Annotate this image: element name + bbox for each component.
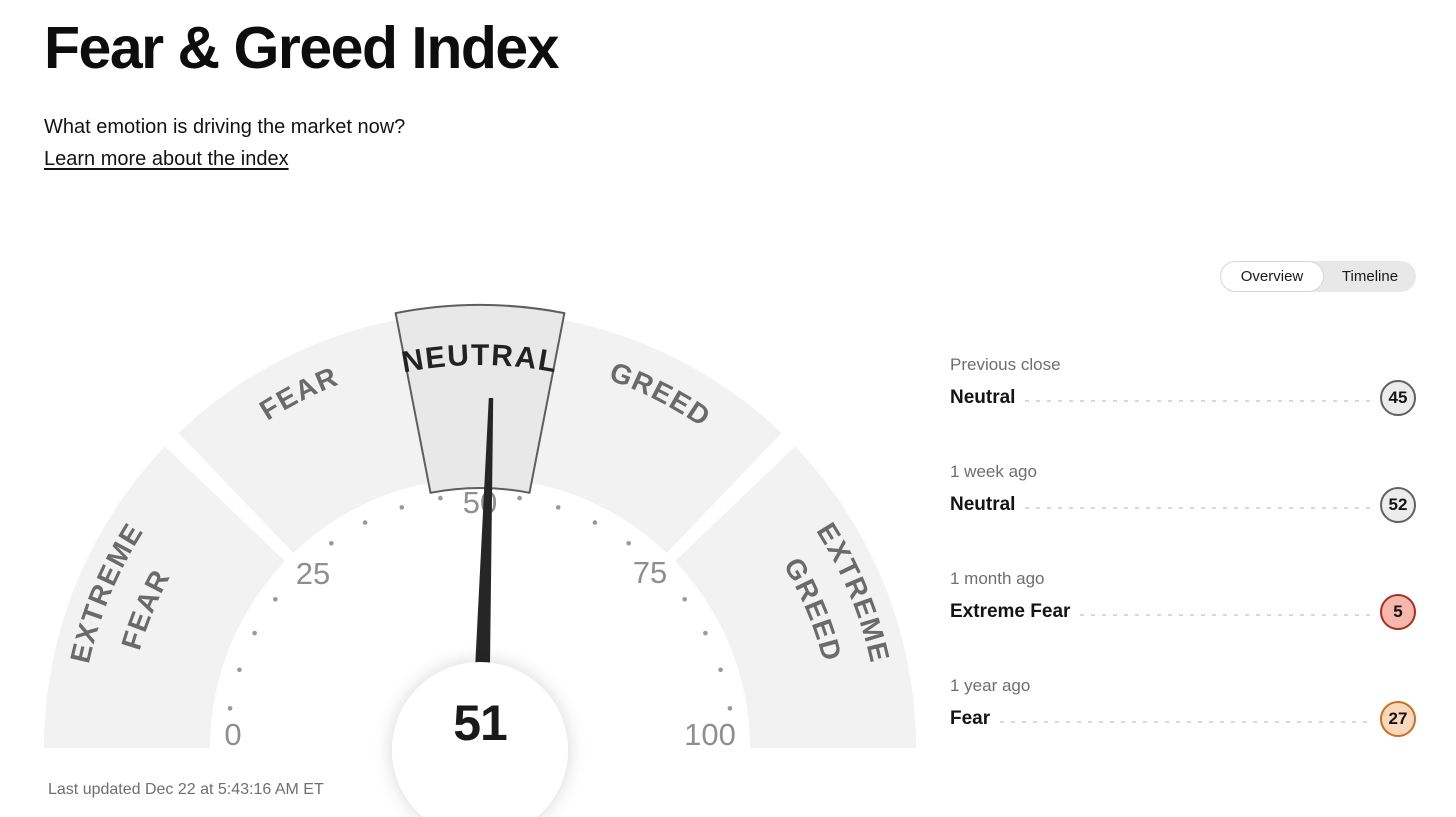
segment-neutral-active	[394, 303, 566, 494]
history-period-label: Previous close	[950, 355, 1061, 374]
gauge-value: 51	[453, 695, 507, 751]
dotted-leader	[1080, 614, 1370, 616]
page-title: Fear & Greed Index	[44, 15, 560, 81]
tick-100: 100	[684, 717, 736, 752]
history-period-label: 1 year ago	[950, 676, 1031, 695]
history-value-badge: 45	[1380, 380, 1416, 416]
dotted-leader	[1025, 507, 1370, 509]
history-row-previous-close: Previous close Neutral 45	[950, 355, 1416, 416]
history-panel: Previous close Neutral 45 1 week ago Neu…	[950, 355, 1416, 783]
history-value-badge: 5	[1380, 594, 1416, 630]
tick-25: 25	[296, 556, 330, 591]
segment-extreme-greed	[675, 446, 916, 748]
history-sentiment: Fear	[950, 708, 991, 729]
history-sentiment: Neutral	[950, 387, 1016, 408]
tick-75: 75	[633, 555, 667, 590]
history-row-1-month: 1 month ago Extreme Fear 5	[950, 569, 1416, 630]
history-row-1-year: 1 year ago Fear 27	[950, 676, 1416, 737]
history-sentiment: Neutral	[950, 494, 1016, 515]
segment-extreme-fear	[43, 446, 285, 748]
segment-fear	[178, 319, 432, 553]
last-updated-text: Last updated Dec 22 at 5:43:16 AM ET	[48, 781, 324, 798]
fear-greed-gauge: EXTREME FEAR FEAR NEUTRAL GREED EXTREME …	[43, 303, 916, 817]
tab-overview[interactable]: Overview	[1220, 261, 1324, 292]
history-value-badge: 52	[1380, 487, 1416, 523]
learn-more-link[interactable]: Learn more about the index	[44, 148, 289, 170]
tab-timeline[interactable]: Timeline	[1324, 261, 1416, 292]
page-subtitle: What emotion is driving the market now?	[44, 116, 406, 138]
history-value-badge: 27	[1380, 701, 1416, 737]
gauge-center-circle	[392, 662, 568, 817]
tick-0: 0	[224, 717, 241, 752]
history-sentiment: Extreme Fear	[950, 601, 1071, 622]
dotted-leader	[1000, 721, 1370, 723]
history-row-1-week: 1 week ago Neutral 52	[950, 462, 1416, 523]
gauge-needle	[471, 398, 494, 748]
dotted-leader	[1025, 400, 1370, 402]
view-toggle: Overview Timeline	[1220, 261, 1416, 292]
history-period-label: 1 week ago	[950, 462, 1037, 481]
tick-dots	[227, 495, 733, 711]
history-period-label: 1 month ago	[950, 569, 1045, 588]
segment-greed	[528, 319, 782, 553]
